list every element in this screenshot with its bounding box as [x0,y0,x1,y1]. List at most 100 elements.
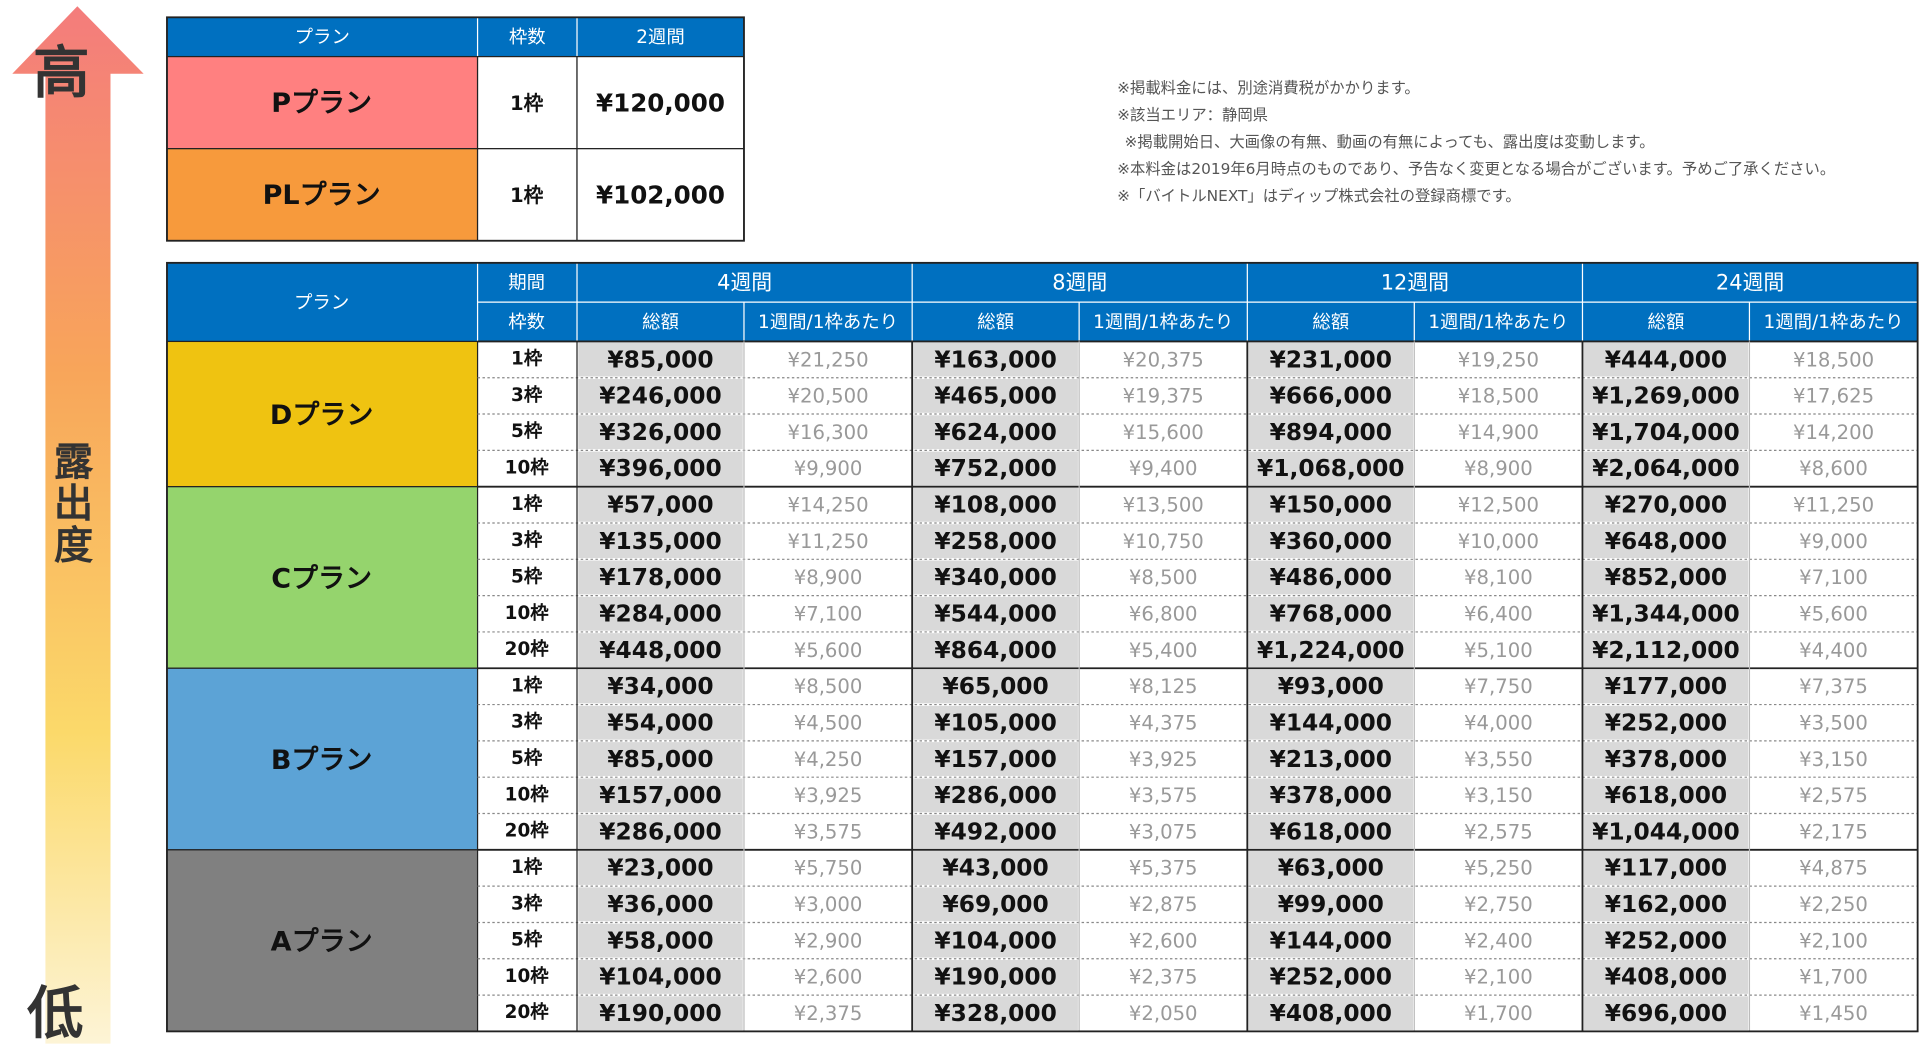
per-week-price: ¥2,400 [1464,929,1533,952]
top-header: 2週間 [636,27,685,48]
total-cell-bg [1248,742,1414,776]
total-cell-bg [913,887,1078,922]
total-cell-bg [913,959,1078,994]
slot-count: 1枠 [510,92,544,115]
total-price: ¥157,000 [599,782,721,809]
per-week-price: ¥3,000 [794,893,863,916]
per-week-price: ¥2,375 [794,1002,863,1025]
total-cell-bg [1583,451,1749,486]
total-price: ¥54,000 [607,709,713,736]
total-price: ¥1,068,000 [1257,455,1404,482]
per-week-price: ¥18,500 [1458,385,1539,408]
slot-count: 20枠 [505,820,550,842]
per-week-price: ¥19,250 [1458,348,1539,371]
per-week-price: ¥14,250 [787,494,868,517]
per-week-price: ¥11,250 [787,530,868,553]
total-cell-bg [913,342,1078,377]
total-cell-bg [1248,633,1414,668]
total-cell-bg [1248,487,1414,522]
total-cell-bg [578,633,743,668]
total-cell-bg [578,778,743,813]
total-cell-bg [913,415,1078,450]
per-week-price: ¥8,600 [1799,457,1868,480]
slot-count: 1枠 [511,674,543,696]
period-header: 期間 [508,273,545,294]
sub-header: 1週間/1枠あたり [1764,312,1904,333]
total-cell-bg [578,996,743,1031]
per-week-price: ¥6,400 [1464,603,1533,626]
per-week-price: ¥3,925 [1129,748,1198,771]
total-price: ¥85,000 [607,746,713,773]
total-cell-bg [1583,487,1749,522]
per-week-price: ¥3,075 [1129,820,1198,843]
plan-cell [166,849,479,1033]
total-price: ¥104,000 [934,927,1056,954]
total-price: ¥258,000 [934,528,1056,555]
total-price: ¥190,000 [599,1000,721,1027]
total-cell-bg [1583,959,1749,994]
per-week-price: ¥8,500 [794,675,863,698]
total-cell-bg [913,742,1078,776]
period-label: 12週間 [1381,271,1449,295]
note: ※掲載料金には、別途消費税がかかります。 [1117,79,1420,97]
plan-name: Cプラン [271,563,372,594]
total-price: ¥23,000 [607,855,713,882]
per-week-price: ¥2,900 [794,929,863,952]
total-cell-bg [913,451,1078,486]
total-cell-bg [578,451,743,486]
total-price: ¥108,000 [934,492,1056,519]
total-price: ¥213,000 [1270,746,1392,773]
per-week-price: ¥3,150 [1799,748,1868,771]
total-price: ¥894,000 [1270,419,1392,446]
slot-count: 1枠 [510,184,544,207]
slots-header: 枠数 [508,312,545,333]
total-price: ¥852,000 [1605,564,1727,591]
total-cell-bg [1583,778,1749,813]
per-week-price: ¥9,400 [1129,457,1198,480]
per-week-price: ¥11,250 [1793,494,1874,517]
low-label: 低 [27,981,83,1045]
total-price: ¥157,000 [934,746,1056,773]
top-header-bg [166,17,744,57]
per-week-price: ¥4,250 [794,748,863,771]
per-week-price: ¥8,100 [1464,566,1533,589]
total-price: ¥163,000 [934,346,1056,373]
total-cell-bg [1583,923,1749,958]
total-cell-bg [1248,851,1414,885]
price: ¥102,000 [596,181,725,210]
per-week-price: ¥3,575 [794,820,863,843]
total-cell-bg [1583,851,1749,885]
total-price: ¥231,000 [1270,346,1392,373]
per-week-price: ¥7,100 [1799,566,1868,589]
total-price: ¥448,000 [599,637,721,664]
note: ※該当エリア：静岡県 [1117,106,1268,124]
slot-count: 10枠 [505,965,550,987]
total-price: ¥246,000 [599,383,721,410]
total-cell-bg [578,560,743,595]
per-week-price: ¥2,175 [1799,820,1868,843]
per-week-price: ¥2,875 [1129,893,1198,916]
per-week-price: ¥20,500 [787,385,868,408]
slot-count: 5枠 [511,929,543,951]
per-week-price: ¥2,050 [1129,1002,1198,1025]
per-week-price: ¥2,100 [1799,929,1868,952]
total-price: ¥360,000 [1270,528,1392,555]
total-price: ¥177,000 [1605,673,1727,700]
per-week-price: ¥2,575 [1799,784,1868,807]
exposure-arrow [12,6,144,1044]
total-cell-bg [1248,451,1414,486]
total-price: ¥135,000 [599,528,721,555]
per-week-price: ¥3,925 [794,784,863,807]
total-cell-bg [1248,669,1414,704]
slot-count: 20枠 [505,1001,550,1023]
total-price: ¥270,000 [1605,492,1727,519]
total-price: ¥624,000 [934,419,1056,446]
total-cell-bg [1248,887,1414,922]
total-price: ¥618,000 [1605,782,1727,809]
total-cell-bg [1583,378,1749,413]
total-cell-bg [913,814,1078,849]
total-price: ¥252,000 [1605,709,1727,736]
note: ※本料金は2019年6月時点のものであり、予告なく変更となる場合がございます。予… [1117,160,1835,178]
top-table-border [166,16,745,242]
slot-count: 3枠 [511,529,543,551]
